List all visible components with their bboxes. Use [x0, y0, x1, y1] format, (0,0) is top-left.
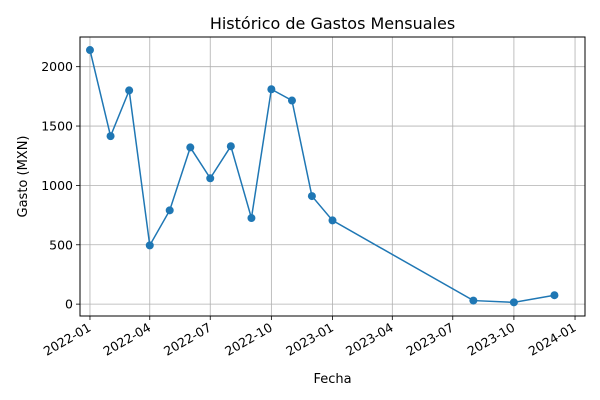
x-tick-label: 2024-01: [526, 320, 579, 359]
data-point: [106, 132, 115, 141]
series: [85, 46, 559, 307]
y-axis: 0 500 1000 1500 2000: [41, 59, 80, 312]
x-tick-label: 2022-04: [101, 320, 154, 359]
y-tick-label: 1500: [41, 119, 73, 134]
data-point: [145, 241, 154, 250]
data-point: [85, 46, 94, 55]
x-tick-label: 2023-07: [404, 320, 457, 359]
data-point: [125, 86, 134, 95]
data-point: [186, 143, 195, 152]
x-tick-label: 2022-01: [41, 320, 94, 359]
data-point: [287, 96, 296, 105]
series-line: [89, 49, 555, 304]
data-point: [509, 298, 518, 307]
x-tick-label: 2023-01: [283, 320, 336, 359]
data-point: [550, 291, 559, 300]
x-tick-label: 2023-04: [343, 320, 396, 359]
data-point: [307, 192, 316, 201]
x-tick-label: 2023-10: [465, 320, 518, 359]
grid: [80, 37, 585, 316]
data-point: [165, 206, 174, 215]
y-axis-label: Gasto (MXN): [16, 136, 31, 218]
x-tick-label: 2022-10: [222, 320, 275, 359]
y-tick-label: 0: [65, 297, 73, 312]
y-tick-label: 1000: [41, 178, 73, 193]
data-point: [226, 142, 235, 151]
data-point: [206, 174, 215, 183]
data-point: [247, 214, 256, 223]
x-tick-label: 2022-07: [161, 320, 214, 359]
chart-title: Histórico de Gastos Mensuales: [210, 14, 455, 33]
data-point: [267, 85, 276, 94]
x-axis-label: Fecha: [313, 372, 351, 387]
y-tick-label: 2000: [41, 59, 73, 74]
data-point: [469, 296, 478, 305]
x-axis: 2022-01 2022-04 2022-07 2022-10 2023-01 2023-…: [41, 316, 579, 359]
y-tick-label: 500: [49, 237, 73, 252]
data-point: [328, 216, 337, 225]
